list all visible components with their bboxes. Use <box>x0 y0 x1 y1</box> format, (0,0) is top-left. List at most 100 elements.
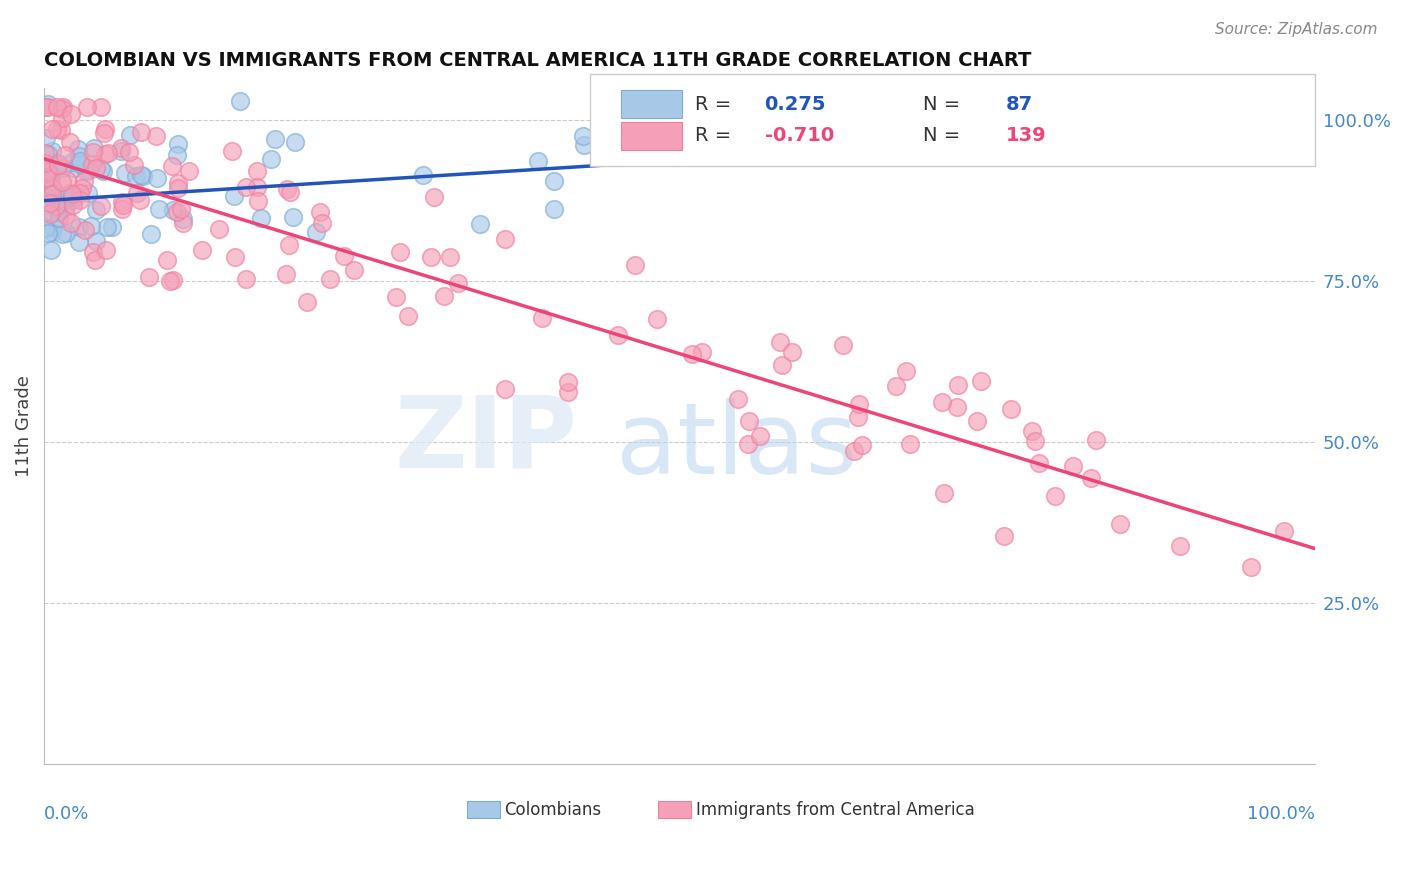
FancyBboxPatch shape <box>591 74 1315 166</box>
Point <box>39 171 62 186</box>
Point <box>295 294 318 309</box>
Point <box>55 226 77 240</box>
Point <box>842 444 865 458</box>
Point <box>276 182 298 196</box>
Point <box>1021 424 1043 438</box>
Point <box>162 273 184 287</box>
Point <box>166 205 188 219</box>
Point <box>77 163 100 178</box>
Point <box>166 180 188 194</box>
Point <box>90 162 112 177</box>
Point <box>222 189 245 203</box>
Point <box>229 94 252 108</box>
Point <box>37 147 59 161</box>
Point <box>46 158 69 172</box>
Point <box>129 193 152 207</box>
Point <box>48 206 70 220</box>
Point <box>283 211 305 225</box>
Point <box>53 148 76 162</box>
Point <box>52 100 75 114</box>
Point <box>37 226 59 240</box>
Point <box>118 145 141 159</box>
Point <box>46 100 69 114</box>
Point <box>572 137 595 152</box>
Point <box>69 186 91 201</box>
Point <box>45 199 67 213</box>
Point <box>41 122 63 136</box>
Point <box>723 130 745 145</box>
Point <box>110 144 132 158</box>
Point <box>439 250 461 264</box>
Point <box>84 253 107 268</box>
Point <box>101 220 124 235</box>
Point <box>35 190 58 204</box>
Point <box>80 219 103 234</box>
Point <box>274 267 297 281</box>
Point <box>851 438 873 452</box>
Point <box>51 111 73 125</box>
Point <box>39 243 62 257</box>
Point <box>1043 489 1066 503</box>
Point <box>235 180 257 194</box>
Point <box>37 162 59 177</box>
Point <box>770 359 793 373</box>
Point <box>447 276 470 290</box>
Point <box>97 146 120 161</box>
Point <box>769 334 792 349</box>
FancyBboxPatch shape <box>621 121 682 150</box>
Text: 0.0%: 0.0% <box>44 805 90 822</box>
Point <box>145 128 167 143</box>
Point <box>41 225 63 239</box>
Point <box>118 128 141 142</box>
Point <box>138 269 160 284</box>
Point <box>389 244 412 259</box>
Point <box>494 232 516 246</box>
Point <box>51 227 73 241</box>
Point <box>48 211 70 225</box>
Point <box>84 202 107 217</box>
Point <box>67 219 90 234</box>
Point <box>191 243 214 257</box>
Text: 139: 139 <box>1005 127 1046 145</box>
Point <box>468 217 491 231</box>
Point <box>624 258 647 272</box>
Point <box>34 220 56 235</box>
Point <box>494 382 516 396</box>
Point <box>46 197 69 211</box>
Point <box>593 150 616 164</box>
Point <box>35 171 58 186</box>
Point <box>55 198 77 212</box>
Point <box>333 249 356 263</box>
Point <box>60 155 83 169</box>
Point <box>280 185 302 199</box>
Point <box>156 253 179 268</box>
Point <box>44 190 66 204</box>
Point <box>543 202 565 216</box>
Text: Colombians: Colombians <box>505 801 602 819</box>
Point <box>246 164 269 178</box>
Point <box>83 141 105 155</box>
Point <box>94 147 117 161</box>
Point <box>62 193 84 207</box>
Point <box>96 220 118 235</box>
Point <box>603 125 626 139</box>
Point <box>170 202 193 217</box>
Point <box>46 155 69 169</box>
Point <box>423 190 446 204</box>
Point <box>129 125 152 139</box>
Point <box>167 176 190 190</box>
Point <box>37 164 59 178</box>
Point <box>1024 434 1046 449</box>
Point <box>93 126 115 140</box>
Point <box>527 154 550 169</box>
Point <box>250 211 273 225</box>
Point <box>932 485 955 500</box>
Point <box>67 142 90 156</box>
Text: R =: R = <box>695 127 731 145</box>
Point <box>1168 539 1191 553</box>
Point <box>557 375 579 389</box>
Point <box>84 234 107 248</box>
Point <box>56 173 79 187</box>
Point <box>931 394 953 409</box>
Point <box>69 157 91 171</box>
